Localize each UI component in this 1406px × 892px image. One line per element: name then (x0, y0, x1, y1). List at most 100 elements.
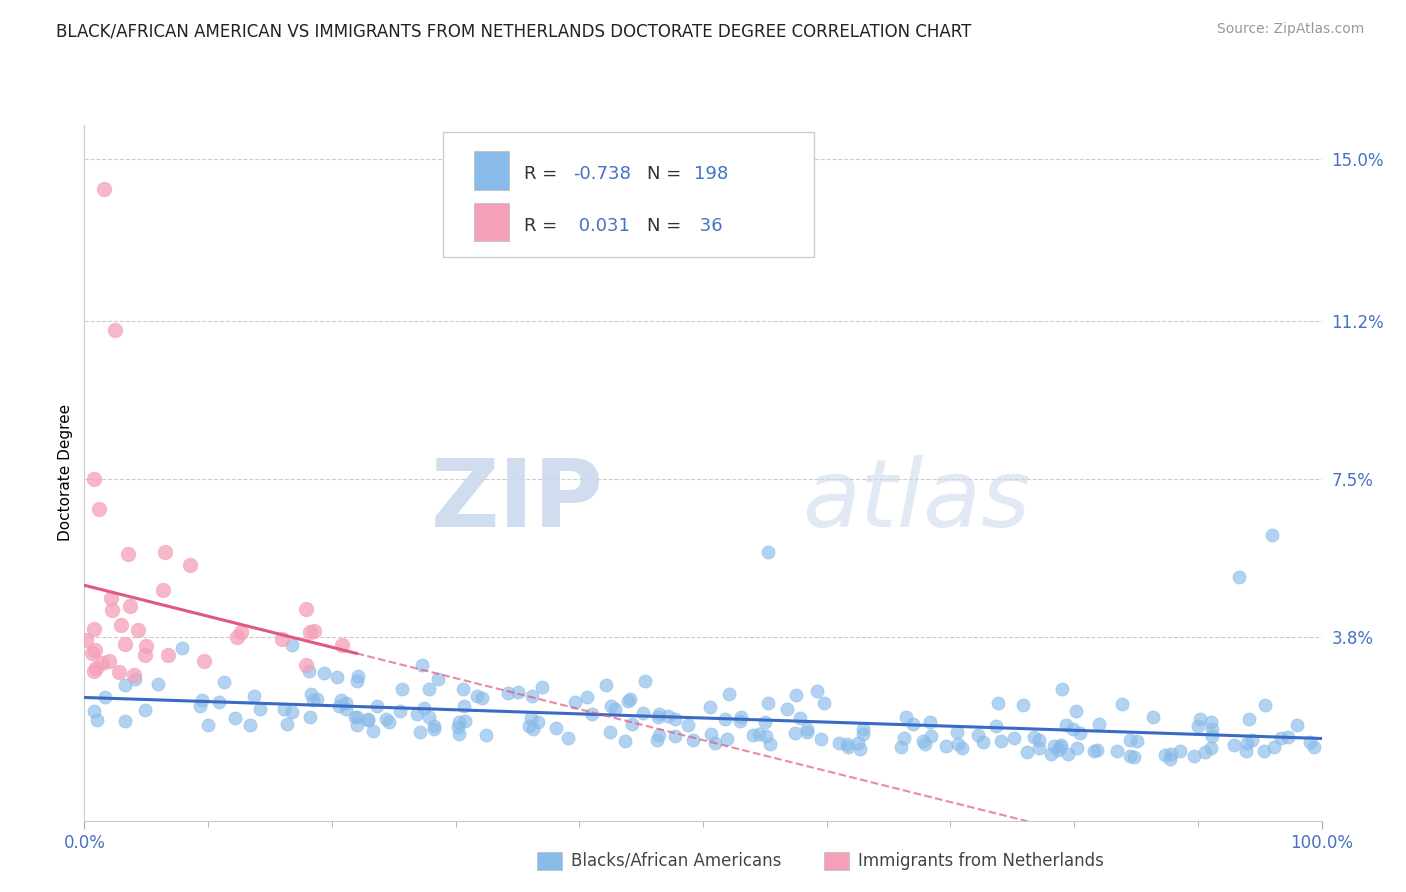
Point (447, 714, 470, 729)
Point (117, 547, 139, 561)
Point (950, 740, 973, 755)
Point (893, 731, 915, 745)
Point (295, 602, 318, 616)
Point (718, 687, 741, 701)
Point (120, 599, 142, 613)
Point (984, 719, 1007, 733)
Point (1142, 710, 1164, 724)
Point (664, 729, 686, 743)
Point (170, 640, 193, 655)
Point (406, 706, 429, 721)
Point (312, 666, 335, 681)
Point (647, 707, 669, 722)
Point (153, 545, 176, 559)
Point (179, 558, 201, 572)
Point (305, 692, 328, 706)
Point (631, 706, 654, 721)
Point (557, 731, 579, 745)
Point (197, 718, 219, 732)
FancyBboxPatch shape (474, 152, 509, 190)
Point (249, 702, 271, 716)
Point (967, 728, 990, 742)
Point (239, 717, 262, 731)
Point (299, 625, 322, 640)
Text: atlas: atlas (801, 455, 1031, 546)
Point (346, 710, 368, 724)
Point (212, 674, 235, 689)
Point (475, 728, 498, 742)
Point (796, 722, 818, 736)
Point (1049, 739, 1071, 754)
Point (471, 690, 494, 705)
Point (699, 699, 721, 714)
Point (1024, 730, 1046, 744)
Point (326, 670, 349, 684)
Point (846, 736, 869, 750)
Point (361, 724, 384, 739)
Point (449, 727, 471, 741)
Point (83, 472, 105, 486)
Point (918, 715, 941, 730)
Point (273, 702, 295, 716)
Point (546, 721, 568, 735)
Point (328, 699, 350, 714)
Point (375, 712, 398, 726)
Point (496, 686, 519, 700)
Point (1299, 735, 1322, 749)
Point (1201, 729, 1223, 743)
Point (1011, 698, 1033, 712)
Text: 0.031: 0.031 (574, 217, 630, 235)
Point (647, 710, 669, 724)
Point (423, 722, 446, 736)
Point (682, 733, 704, 747)
Text: N =: N = (647, 217, 688, 235)
Point (94, 690, 117, 704)
Point (281, 638, 304, 652)
Point (83, 664, 105, 678)
Point (295, 658, 318, 673)
Point (343, 709, 366, 723)
Point (1277, 730, 1299, 744)
Point (645, 733, 668, 747)
Point (520, 690, 543, 704)
Text: R =: R = (523, 217, 562, 235)
Point (1189, 712, 1212, 726)
Point (271, 632, 294, 646)
Point (86, 713, 108, 727)
Point (619, 691, 641, 706)
Point (1270, 731, 1292, 746)
Point (813, 696, 835, 710)
Point (104, 323, 127, 337)
Text: Blacks/African Americans: Blacks/African Americans (571, 852, 782, 870)
Point (990, 734, 1012, 748)
Text: Source: ZipAtlas.com: Source: ZipAtlas.com (1216, 22, 1364, 37)
Point (98, 654, 121, 668)
Point (122, 668, 145, 682)
Point (82, 646, 104, 660)
Point (366, 698, 388, 713)
Point (526, 714, 548, 729)
Point (517, 719, 540, 733)
Point (193, 654, 215, 668)
Point (93, 182, 115, 196)
Text: N =: N = (647, 165, 688, 184)
Point (1088, 716, 1111, 731)
Point (378, 714, 401, 729)
Point (208, 695, 231, 709)
Point (1160, 747, 1182, 761)
Point (912, 734, 935, 748)
Point (758, 737, 780, 751)
Point (114, 714, 136, 728)
Point (742, 728, 765, 742)
Point (242, 690, 264, 704)
Point (83, 643, 105, 657)
Point (1054, 717, 1077, 731)
Point (1083, 744, 1105, 758)
Point (617, 694, 640, 708)
Point (1046, 743, 1069, 757)
Point (703, 736, 725, 750)
Point (1199, 715, 1222, 730)
Point (716, 731, 738, 746)
Point (1119, 733, 1142, 747)
Point (1234, 744, 1257, 758)
